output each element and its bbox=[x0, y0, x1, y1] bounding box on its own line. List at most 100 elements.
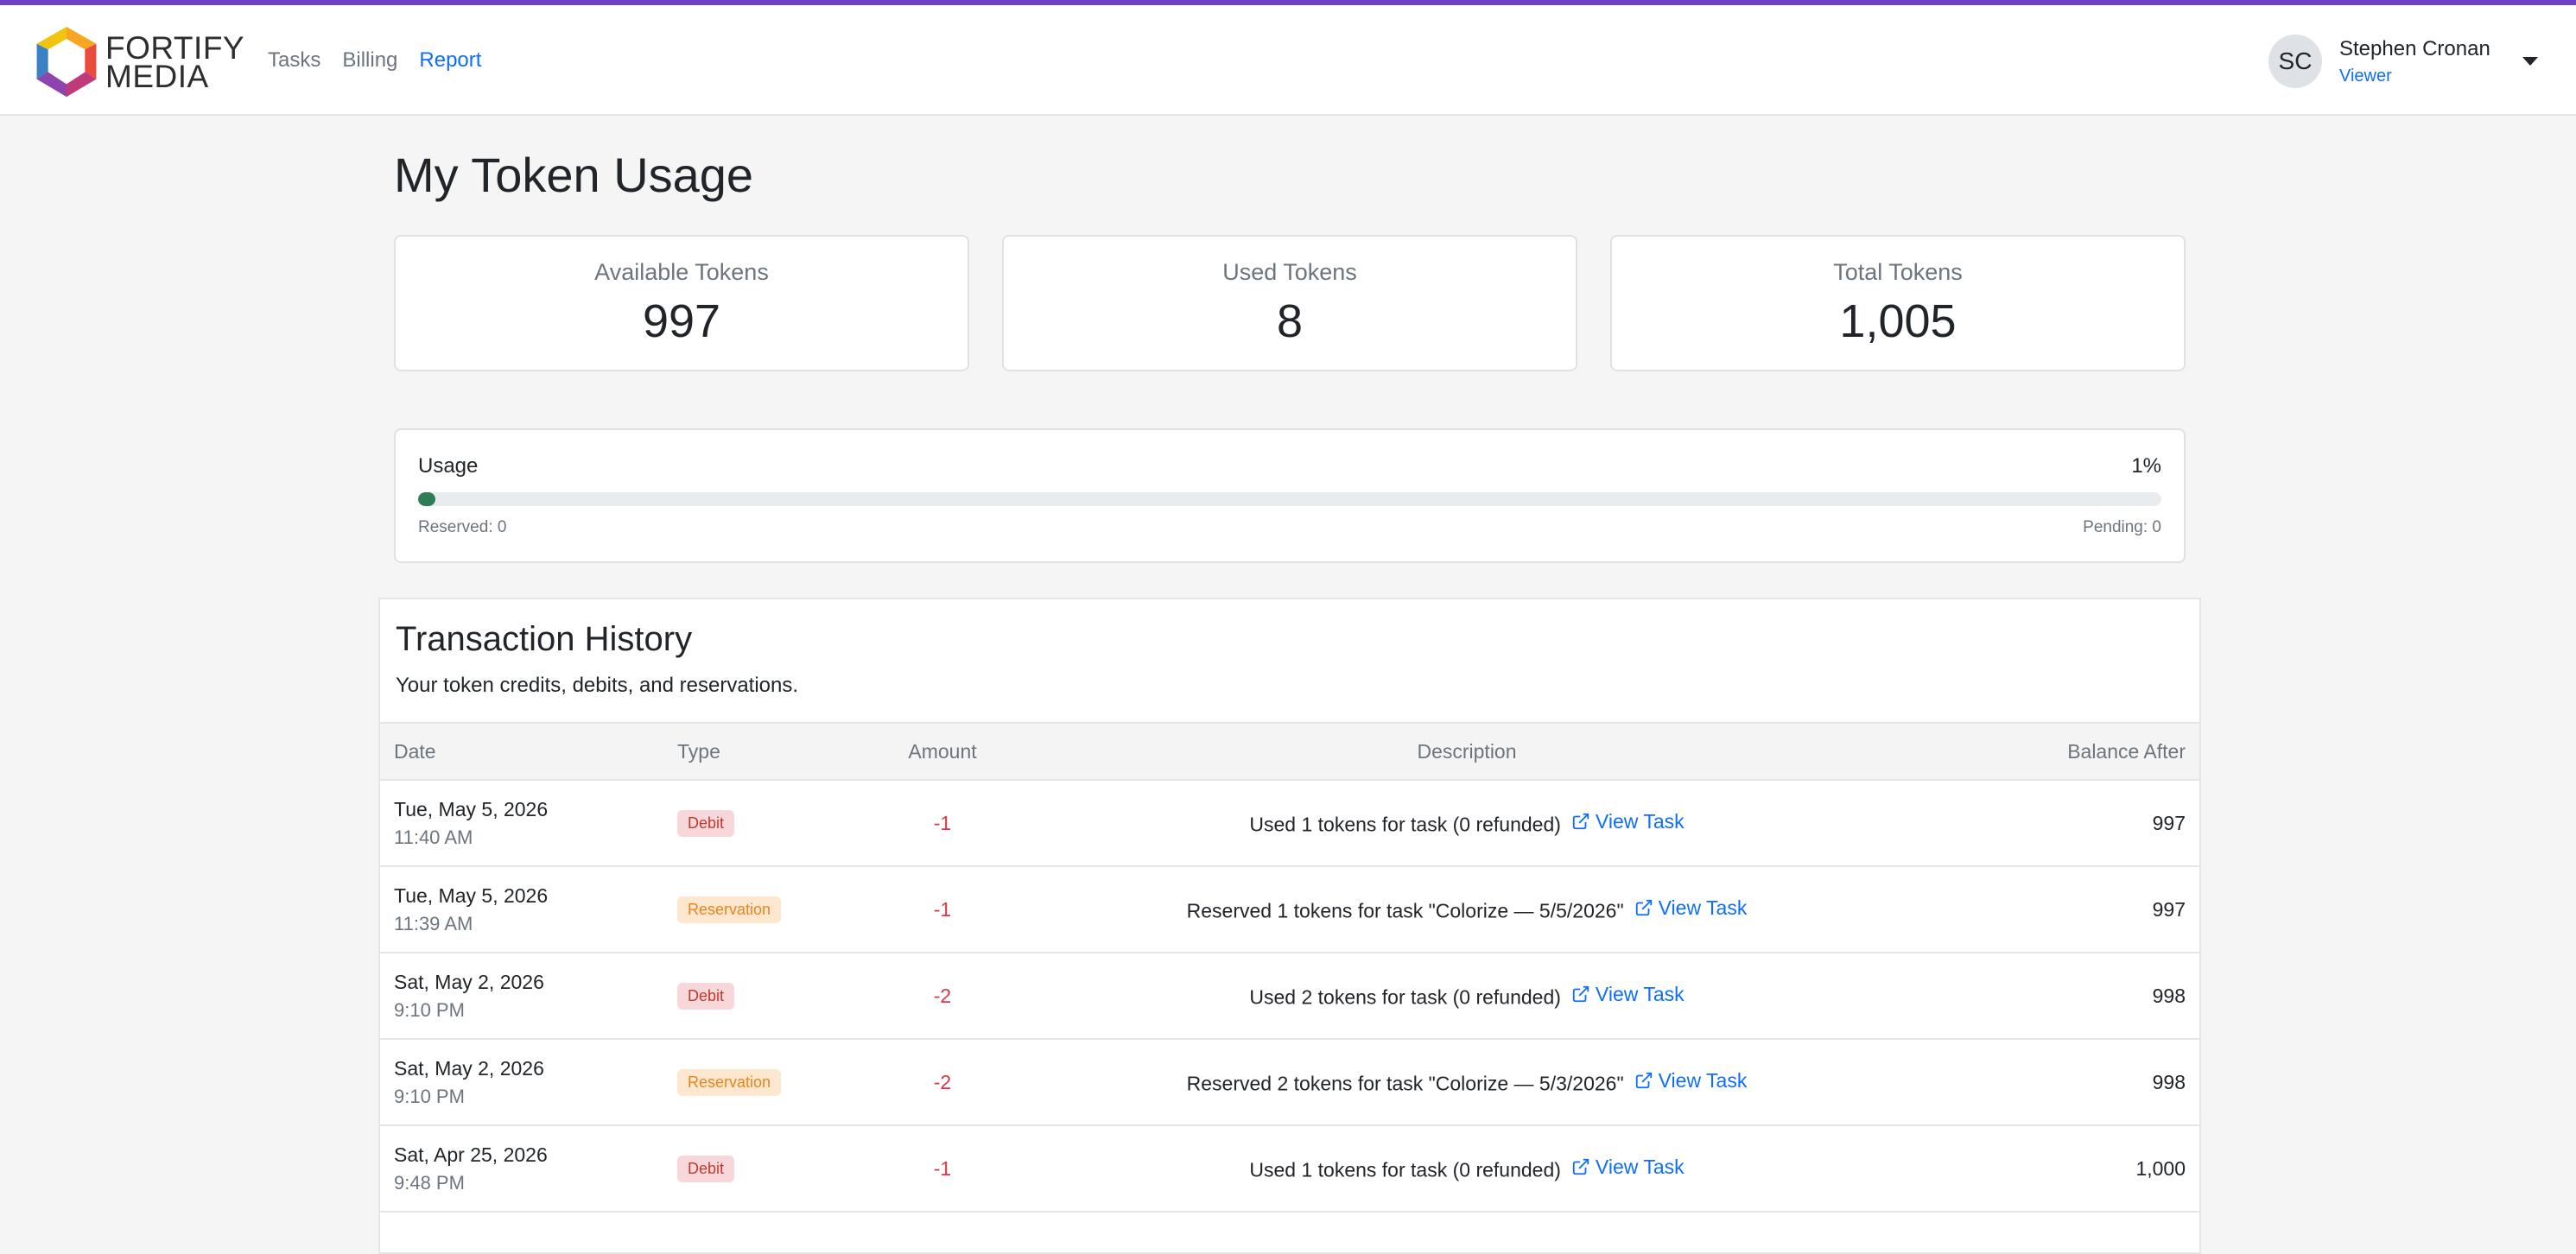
view-task-link[interactable]: View Task bbox=[1634, 1068, 1748, 1092]
row-time: 9:48 PM bbox=[394, 1171, 465, 1194]
user-menu[interactable]: SC Stephen Cronan Viewer bbox=[2268, 35, 2538, 88]
row-description: Reserved 2 tokens for task "Colorize — 5… bbox=[1186, 1072, 1624, 1095]
row-date: Sat, May 2, 2026 bbox=[394, 970, 544, 993]
external-link-icon bbox=[1572, 814, 1589, 830]
brand-line-1: FORTIFY bbox=[105, 30, 245, 66]
view-task-label: View Task bbox=[1595, 1155, 1685, 1178]
row-time: 9:10 PM bbox=[394, 1085, 465, 1107]
cell-description: Reserved 2 tokens for task "Colorize — 5… bbox=[1008, 1039, 1926, 1125]
usage-pending: Pending: 0 bbox=[2083, 518, 2161, 536]
caret-down-icon[interactable] bbox=[2522, 57, 2538, 66]
row-date: Tue, May 5, 2026 bbox=[394, 797, 549, 820]
table-row: Sat, Apr 25, 2026 9:48 PM Debit -1 Used 1 to… bbox=[380, 1125, 2199, 1212]
row-description: Used 1 tokens for task (0 refunded) bbox=[1249, 1158, 1561, 1181]
view-task-link[interactable]: View Task bbox=[1571, 810, 1685, 833]
cell-amount: -2 bbox=[877, 1039, 1008, 1125]
nav-report[interactable]: Report bbox=[419, 48, 482, 72]
cell-date: Sat, May 2, 2026 9:10 PM bbox=[380, 1039, 676, 1125]
row-date: Sat, May 2, 2026 bbox=[394, 1056, 544, 1080]
row-time: 11:40 AM bbox=[394, 826, 473, 848]
type-badge: Reservation bbox=[677, 896, 782, 923]
user-role: Viewer bbox=[2339, 66, 2392, 86]
row-amount: -1 bbox=[933, 897, 952, 921]
table-header-row: Date Type Amount Description Balance Aft… bbox=[380, 723, 2199, 780]
col-amount: Amount bbox=[908, 739, 977, 763]
cell-balance: 997 bbox=[1926, 780, 2199, 866]
stat-label: Total Tokens bbox=[1833, 259, 1963, 285]
cell-description: Used 2 tokens for task (0 refunded) View … bbox=[1008, 953, 1926, 1039]
brand-wordmark: FORTIFY MEDIA bbox=[105, 30, 245, 94]
view-task-label: View Task bbox=[1595, 809, 1685, 833]
col-description: Description bbox=[1417, 739, 1517, 763]
cell-description: Used 1 tokens for task (0 refunded) View … bbox=[1008, 780, 1926, 866]
stat-card-used: Used Tokens 8 bbox=[1002, 235, 1577, 371]
usage-reserved: Reserved: 0 bbox=[418, 518, 507, 536]
view-task-link[interactable]: View Task bbox=[1571, 983, 1685, 1006]
usage-card: Usage 1% Reserved: 0 Pending: 0 bbox=[394, 428, 2186, 563]
row-balance: 998 bbox=[2152, 1070, 2186, 1093]
row-balance: 997 bbox=[2152, 811, 2186, 834]
row-amount: -2 bbox=[933, 984, 952, 1007]
row-balance: 997 bbox=[2152, 897, 2186, 921]
cell-amount: -1 bbox=[877, 1125, 1008, 1212]
row-amount: -1 bbox=[933, 811, 952, 834]
stat-label: Used Tokens bbox=[1222, 259, 1357, 285]
row-date: Tue, May 5, 2026 bbox=[394, 884, 549, 907]
avatar[interactable]: SC bbox=[2268, 35, 2322, 88]
brand-logo[interactable]: FORTIFY MEDIA bbox=[31, 22, 244, 102]
cell-type: Debit bbox=[676, 780, 877, 866]
cell-balance: 998 bbox=[1926, 1039, 2199, 1125]
cell-amount: -2 bbox=[877, 953, 1008, 1039]
view-task-link[interactable]: View Task bbox=[1571, 1156, 1685, 1179]
view-task-label: View Task bbox=[1658, 896, 1748, 919]
stat-card-available: Available Tokens 997 bbox=[394, 235, 969, 371]
stat-label: Available Tokens bbox=[594, 259, 769, 285]
type-badge: Reservation bbox=[677, 1068, 782, 1096]
main-nav: Tasks Billing Report bbox=[268, 48, 503, 73]
transactions-table: Date Type Amount Description Balance Aft… bbox=[380, 722, 2199, 1213]
external-link-icon bbox=[1572, 986, 1589, 1003]
nav-tasks[interactable]: Tasks bbox=[268, 48, 321, 72]
table-row: Sat, May 2, 2026 9:10 PM Reservation -2 Rese… bbox=[380, 1039, 2199, 1125]
stat-value: 997 bbox=[642, 295, 721, 347]
view-task-label: View Task bbox=[1658, 1068, 1748, 1092]
cell-balance: 1,000 bbox=[1926, 1125, 2199, 1212]
cell-type: Debit bbox=[676, 953, 877, 1039]
user-name: Stephen Cronan bbox=[2339, 36, 2490, 60]
brand-line-2: MEDIA bbox=[105, 59, 209, 94]
top-accent-bar bbox=[0, 0, 2576, 5]
page-title: My Token Usage bbox=[394, 148, 754, 202]
transactions-body: Tue, May 5, 2026 11:40 AM Debit -1 Used 1 to… bbox=[380, 780, 2199, 1212]
row-description: Reserved 1 tokens for task "Colorize — 5… bbox=[1186, 899, 1624, 922]
col-type: Type bbox=[677, 739, 720, 763]
row-balance: 998 bbox=[2152, 984, 2186, 1007]
row-amount: -1 bbox=[933, 1156, 952, 1180]
user-info: Stephen Cronan Viewer bbox=[2339, 37, 2512, 86]
transaction-history-subtitle: Your token credits, debits, and reservat… bbox=[396, 674, 799, 697]
row-time: 11:39 AM bbox=[394, 912, 473, 934]
usage-percent: 1% bbox=[2131, 454, 2161, 478]
type-badge: Debit bbox=[677, 809, 735, 837]
cell-type: Debit bbox=[676, 1125, 877, 1212]
row-date: Sat, Apr 25, 2026 bbox=[394, 1143, 548, 1166]
col-date: Date bbox=[394, 739, 436, 763]
stat-value: 8 bbox=[1276, 295, 1304, 347]
app-header: FORTIFY MEDIA Tasks Billing Report SC St… bbox=[0, 5, 2576, 116]
view-task-label: View Task bbox=[1595, 982, 1685, 1005]
table-row: Tue, May 5, 2026 11:40 AM Debit -1 Used 1 to… bbox=[380, 780, 2199, 866]
col-balance-after: Balance After bbox=[2067, 739, 2186, 763]
cell-date: Tue, May 5, 2026 11:39 AM bbox=[380, 866, 676, 953]
cell-amount: -1 bbox=[877, 866, 1008, 953]
external-link-icon bbox=[1635, 1073, 1652, 1089]
table-row: Tue, May 5, 2026 11:39 AM Reservation -1 Res… bbox=[380, 866, 2199, 953]
row-description: Used 1 tokens for task (0 refunded) bbox=[1249, 813, 1561, 836]
row-amount: -2 bbox=[933, 1070, 952, 1093]
stat-value: 1,005 bbox=[1839, 295, 1957, 347]
view-task-link[interactable]: View Task bbox=[1634, 896, 1748, 920]
type-badge: Debit bbox=[677, 1155, 735, 1182]
cell-date: Tue, May 5, 2026 11:40 AM bbox=[380, 780, 676, 866]
cell-date: Sat, May 2, 2026 9:10 PM bbox=[380, 953, 676, 1039]
cell-balance: 998 bbox=[1926, 953, 2199, 1039]
cell-description: Used 1 tokens for task (0 refunded) View … bbox=[1008, 1125, 1926, 1212]
nav-billing[interactable]: Billing bbox=[342, 48, 398, 72]
